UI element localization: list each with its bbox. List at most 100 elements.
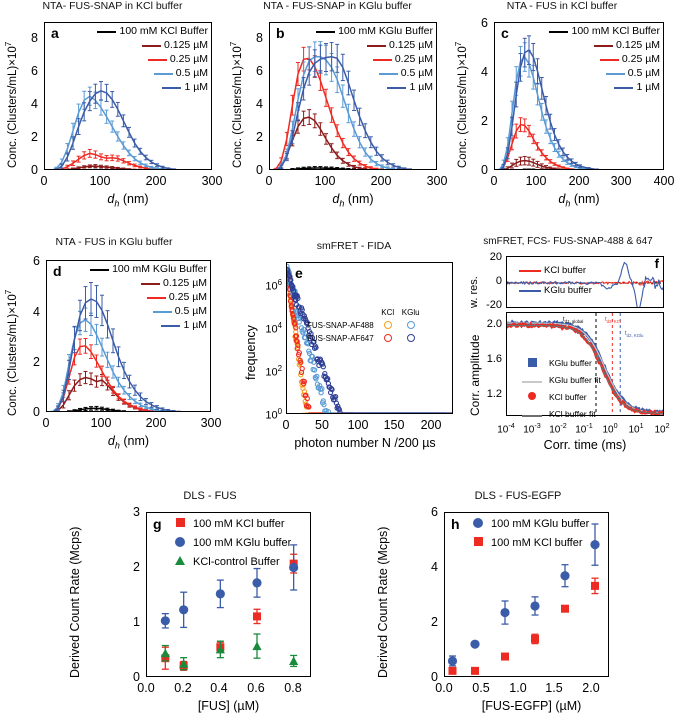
- legend-label: 1 µM: [183, 319, 207, 332]
- legend-item: 100 mM KCl buffer: [471, 534, 589, 553]
- legend-line-swatch: [153, 73, 173, 75]
- legend-label: 100 mM KCl Buffer: [571, 25, 660, 38]
- legend-marker-cell: [377, 334, 399, 345]
- legend-label: 0.25 µM: [621, 53, 660, 66]
- panel-f-xlabel: Corr. time (ms): [543, 438, 627, 452]
- legend-label: 100 mM KGlu Buffer: [338, 25, 433, 38]
- legend-marker-cell: [471, 537, 485, 550]
- panel-h-ytick-2: 4: [431, 560, 438, 574]
- panel-h-xtick-0: 0.0: [435, 681, 453, 695]
- panel-f-corr-legend: KGlu buffer KGlu buffer fit KCl buffer KCl …: [521, 355, 601, 423]
- panel-b-legend: 100 mM KGlu Buffer 0.125 µM 0.25 µM 0.5 µM 1…: [316, 25, 433, 95]
- panel-c-xtick-1: 100: [525, 174, 547, 188]
- panel-g-xtick-1: 0.2: [174, 681, 192, 695]
- panel-g-ytick-3: 3: [133, 505, 140, 519]
- panel-e-letter: e: [295, 265, 303, 281]
- legend-item: 0.5 µM: [97, 67, 208, 81]
- legend-line-swatch: [605, 73, 625, 75]
- panel-f-letter: f: [654, 256, 659, 271]
- panel-h-ytick-1: 2: [431, 615, 438, 629]
- panel-g-xtick-4: 0.8: [284, 681, 302, 695]
- legend-item: 1 µM: [97, 81, 208, 95]
- legend-circle-marker: [175, 536, 185, 547]
- panel-h-title: DLS - FUS-EGFP: [474, 490, 562, 502]
- panel-c-ytick-3: 6: [481, 16, 488, 30]
- panel-b-ytick-1: 2: [256, 130, 263, 144]
- legend-item: KCl buffer fit: [521, 406, 601, 423]
- legend-marker-cell: [173, 536, 187, 551]
- legend-item: 1 µM: [316, 81, 433, 95]
- legend-item: 100 mM KCl Buffer: [549, 25, 660, 39]
- panel-b-ytick-4: 8: [256, 31, 263, 45]
- panel-a-letter: a: [51, 25, 59, 41]
- panel-c-xtick-2: 200: [568, 174, 590, 188]
- panel-a-ytick-2: 4: [31, 97, 38, 111]
- legend-line-swatch: [367, 45, 386, 47]
- legend-line-swatch: [316, 31, 336, 33]
- legend-circle-marker: [473, 517, 483, 528]
- legend-item: 0.25 µM: [90, 291, 207, 305]
- legend-circle-marker: [406, 320, 415, 329]
- panel-b-ytick-0: 0: [256, 163, 263, 177]
- legend-line-swatch: [90, 269, 110, 271]
- legend-label: KCl buffer: [544, 264, 587, 276]
- legend-marker-cell: [471, 517, 485, 532]
- panel-c-ytick-0: 0: [481, 163, 488, 177]
- legend-line-swatch: [146, 297, 166, 299]
- panel-g-xlabel: [FUS] (µM): [197, 699, 260, 713]
- panel-a-title: NTA- FUS-SNAP in KCl buffer: [42, 0, 183, 12]
- legend-label: 0.125 µM: [163, 277, 207, 290]
- legend-marker-cell: [173, 556, 187, 569]
- legend-item: 100 mM KCl buffer: [173, 515, 291, 534]
- legend-line-swatch: [141, 283, 160, 285]
- legend-item: 100 mM KGlu buffer: [471, 515, 589, 534]
- panel-g-xtick-0: 0.0: [137, 681, 155, 695]
- legend-label: 100 mM KCl buffer: [193, 517, 285, 530]
- legend-item: 0.5 µM: [549, 67, 660, 81]
- legend-item: 0.5 µM: [90, 305, 207, 319]
- panel-h-xtick-1: 0.5: [472, 681, 490, 695]
- panel-d-ytick-3: 6: [33, 254, 40, 268]
- legend-label: 100 mM KCl buffer: [491, 536, 583, 549]
- panel-h-xtick-4: 2.0: [582, 681, 600, 695]
- legend-label: 1 µM: [409, 81, 433, 94]
- panel-h-ytick-3: 6: [431, 505, 438, 519]
- legend-line-swatch: [378, 73, 398, 75]
- panel-d-xtick-0: 0: [42, 416, 50, 430]
- legend-marker-cell: [377, 320, 399, 332]
- panel-f-xtick-0: 10-4: [497, 421, 515, 436]
- panel-e-legend: KCl KGlu FUS-SNAP-AF488 FUS-SNAP-AF647: [307, 308, 423, 345]
- annot-td2-kcl: td2, KCl: [605, 317, 621, 325]
- annot-td1-global: td1, global: [563, 317, 584, 325]
- panel-c-xtick-3: 300: [610, 174, 632, 188]
- legend-label: 0.5 µM: [175, 67, 208, 80]
- legend-line-swatch: [152, 311, 172, 313]
- panel-f-res-ytick-1: 0: [495, 275, 502, 287]
- panel-a-xlabel: dh (nm): [107, 192, 149, 209]
- panel-e-xtick-2: 100: [347, 418, 369, 432]
- panel-h-xlabel: [FUS-EGFP] (µM): [481, 699, 582, 713]
- panel-f-corr-ylabel: Corr. amplitude: [468, 334, 482, 416]
- legend-label: 100 mM KGlu buffer: [491, 517, 590, 530]
- panel-b-xtick-1: 100: [314, 174, 336, 188]
- panel-a-xtick-2: 200: [145, 174, 167, 188]
- legend-label: 0.125 µM: [616, 39, 660, 52]
- panel-h-letter: h: [451, 516, 460, 532]
- legend-label: KGlu buffer: [544, 284, 592, 296]
- panel-b-letter: b: [276, 25, 285, 41]
- legend-line-swatch: [162, 87, 182, 89]
- panel-a-xtick-1: 100: [89, 174, 111, 188]
- panel-b-ytick-2: 4: [256, 97, 263, 111]
- panel-f-residual-legend: KCl buffer KGlu buffer: [519, 261, 592, 301]
- legend-line-swatch: [519, 290, 541, 292]
- legend-marker-cell: [521, 357, 543, 369]
- panel-d-legend: 100 mM KGlu Buffer 0.125 µM 0.25 µM 0.5 µM 1…: [90, 263, 207, 333]
- panel-d-xtick-2: 200: [145, 416, 167, 430]
- panel-g-ylabel: Derived Count Rate (Mcps): [68, 526, 82, 678]
- panel-c-plot-area: c 100 mM KCl Buffer 0.125 µM 0.25 µM 0.5 µM…: [494, 22, 664, 170]
- panel-e-ytick-2: 104: [265, 321, 282, 336]
- panel-f-xtick-4: 100: [602, 421, 618, 436]
- legend-item: 0.25 µM: [97, 53, 208, 67]
- legend-item: KGlu buffer fit: [521, 372, 601, 389]
